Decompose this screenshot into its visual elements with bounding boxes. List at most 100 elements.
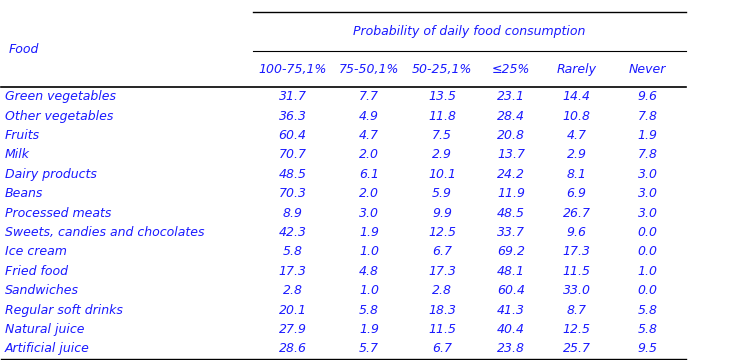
Text: 2.9: 2.9 xyxy=(432,148,452,162)
Text: 17.3: 17.3 xyxy=(428,265,456,278)
Text: 3.0: 3.0 xyxy=(359,207,379,220)
Text: 60.4: 60.4 xyxy=(279,129,307,142)
Text: 100-75,1%: 100-75,1% xyxy=(259,63,327,76)
Text: 14.4: 14.4 xyxy=(563,90,591,103)
Text: 4.7: 4.7 xyxy=(359,129,379,142)
Text: 40.4: 40.4 xyxy=(497,323,525,336)
Text: 2.8: 2.8 xyxy=(283,284,303,297)
Text: 7.8: 7.8 xyxy=(637,110,658,123)
Text: 10.8: 10.8 xyxy=(563,110,591,123)
Text: 27.9: 27.9 xyxy=(279,323,307,336)
Text: 6.9: 6.9 xyxy=(567,187,587,200)
Text: 6.7: 6.7 xyxy=(432,342,452,355)
Text: 8.7: 8.7 xyxy=(567,303,587,317)
Text: 7.8: 7.8 xyxy=(637,148,658,162)
Text: 26.7: 26.7 xyxy=(563,207,591,220)
Text: Rarely: Rarely xyxy=(557,63,596,76)
Text: 11.8: 11.8 xyxy=(428,110,456,123)
Text: Never: Never xyxy=(629,63,667,76)
Text: 50-25,1%: 50-25,1% xyxy=(412,63,472,76)
Text: 69.2: 69.2 xyxy=(497,246,525,258)
Text: 2.8: 2.8 xyxy=(432,284,452,297)
Text: 48.5: 48.5 xyxy=(497,207,525,220)
Text: 9.6: 9.6 xyxy=(567,226,587,239)
Text: 33.7: 33.7 xyxy=(497,226,525,239)
Text: 60.4: 60.4 xyxy=(497,284,525,297)
Text: 1.0: 1.0 xyxy=(359,284,379,297)
Text: 5.8: 5.8 xyxy=(359,303,379,317)
Text: 4.7: 4.7 xyxy=(567,129,587,142)
Text: Other vegetables: Other vegetables xyxy=(5,110,113,123)
Text: Natural juice: Natural juice xyxy=(5,323,85,336)
Text: 12.5: 12.5 xyxy=(563,323,591,336)
Text: Artificial juice: Artificial juice xyxy=(5,342,90,355)
Text: 36.3: 36.3 xyxy=(279,110,307,123)
Text: 8.9: 8.9 xyxy=(283,207,303,220)
Text: 48.5: 48.5 xyxy=(279,168,307,181)
Text: 6.7: 6.7 xyxy=(432,246,452,258)
Text: 2.9: 2.9 xyxy=(567,148,587,162)
Text: 20.8: 20.8 xyxy=(497,129,525,142)
Text: 25.7: 25.7 xyxy=(563,342,591,355)
Text: Food: Food xyxy=(9,43,39,56)
Text: 5.7: 5.7 xyxy=(359,342,379,355)
Text: Regular soft drinks: Regular soft drinks xyxy=(5,303,123,317)
Text: 8.1: 8.1 xyxy=(567,168,587,181)
Text: 41.3: 41.3 xyxy=(497,303,525,317)
Text: 12.5: 12.5 xyxy=(428,226,456,239)
Text: ≤25%: ≤25% xyxy=(492,63,530,76)
Text: 70.3: 70.3 xyxy=(279,187,307,200)
Text: 3.0: 3.0 xyxy=(637,187,658,200)
Text: 3.0: 3.0 xyxy=(637,168,658,181)
Text: 0.0: 0.0 xyxy=(637,284,658,297)
Text: 1.9: 1.9 xyxy=(359,323,379,336)
Text: Sweets, candies and chocolates: Sweets, candies and chocolates xyxy=(5,226,205,239)
Text: 1.9: 1.9 xyxy=(637,129,658,142)
Text: Dairy products: Dairy products xyxy=(5,168,97,181)
Text: Probability of daily food consumption: Probability of daily food consumption xyxy=(353,25,586,38)
Text: Fried food: Fried food xyxy=(5,265,68,278)
Text: 0.0: 0.0 xyxy=(637,246,658,258)
Text: 2.0: 2.0 xyxy=(359,148,379,162)
Text: 3.0: 3.0 xyxy=(637,207,658,220)
Text: 10.1: 10.1 xyxy=(428,168,456,181)
Text: Processed meats: Processed meats xyxy=(5,207,111,220)
Text: 1.0: 1.0 xyxy=(637,265,658,278)
Text: 70.7: 70.7 xyxy=(279,148,307,162)
Text: 4.8: 4.8 xyxy=(359,265,379,278)
Text: 1.9: 1.9 xyxy=(359,226,379,239)
Text: 11.9: 11.9 xyxy=(497,187,525,200)
Text: 9.5: 9.5 xyxy=(637,342,658,355)
Text: 11.5: 11.5 xyxy=(428,323,456,336)
Text: Sandwiches: Sandwiches xyxy=(5,284,79,297)
Text: 48.1: 48.1 xyxy=(497,265,525,278)
Text: 23.1: 23.1 xyxy=(497,90,525,103)
Text: 17.3: 17.3 xyxy=(563,246,591,258)
Text: 4.9: 4.9 xyxy=(359,110,379,123)
Text: 24.2: 24.2 xyxy=(497,168,525,181)
Text: Milk: Milk xyxy=(5,148,30,162)
Text: 17.3: 17.3 xyxy=(279,265,307,278)
Text: 13.7: 13.7 xyxy=(497,148,525,162)
Text: 28.4: 28.4 xyxy=(497,110,525,123)
Text: 5.8: 5.8 xyxy=(637,323,658,336)
Text: Fruits: Fruits xyxy=(5,129,40,142)
Text: 5.8: 5.8 xyxy=(283,246,303,258)
Text: 5.9: 5.9 xyxy=(432,187,452,200)
Text: 9.9: 9.9 xyxy=(432,207,452,220)
Text: 23.8: 23.8 xyxy=(497,342,525,355)
Text: 31.7: 31.7 xyxy=(279,90,307,103)
Text: 0.0: 0.0 xyxy=(637,226,658,239)
Text: 1.0: 1.0 xyxy=(359,246,379,258)
Text: Green vegetables: Green vegetables xyxy=(5,90,116,103)
Text: 33.0: 33.0 xyxy=(563,284,591,297)
Text: 18.3: 18.3 xyxy=(428,303,456,317)
Text: 9.6: 9.6 xyxy=(637,90,658,103)
Text: 42.3: 42.3 xyxy=(279,226,307,239)
Text: 6.1: 6.1 xyxy=(359,168,379,181)
Text: 2.0: 2.0 xyxy=(359,187,379,200)
Text: 13.5: 13.5 xyxy=(428,90,456,103)
Text: 5.8: 5.8 xyxy=(637,303,658,317)
Text: 11.5: 11.5 xyxy=(563,265,591,278)
Text: 7.5: 7.5 xyxy=(432,129,452,142)
